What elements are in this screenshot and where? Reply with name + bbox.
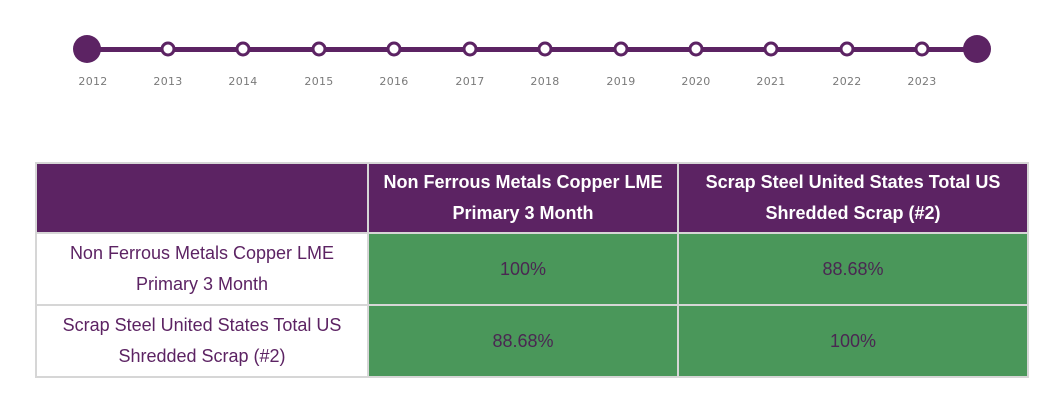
timeline-node-2020[interactable] <box>688 41 704 57</box>
correlation-cell: 88.68% <box>367 304 679 378</box>
year-timeline: 2012 2013 2014 2015 2016 2017 2018 2019 … <box>0 0 1060 100</box>
table-row: Non Ferrous Metals Copper LME Primary 3 … <box>35 232 1029 306</box>
timeline-year-label: 2017 <box>455 75 485 88</box>
corner-header-cell <box>35 162 369 234</box>
timeline-year-label: 2019 <box>606 75 636 88</box>
row-header-scrap-steel: Scrap Steel United States Total US Shred… <box>35 304 369 378</box>
timeline-node-2019[interactable] <box>613 41 629 57</box>
timeline-year-label: 2015 <box>304 75 334 88</box>
timeline-node-2015[interactable] <box>311 41 327 57</box>
timeline-year-label: 2021 <box>756 75 786 88</box>
timeline-year-label: 2020 <box>681 75 711 88</box>
timeline-track <box>87 47 977 52</box>
timeline-year-label: 2013 <box>153 75 183 88</box>
correlation-cell: 88.68% <box>677 232 1029 306</box>
correlation-cell: 100% <box>367 232 679 306</box>
timeline-node-2022[interactable] <box>839 41 855 57</box>
timeline-node-2016[interactable] <box>386 41 402 57</box>
timeline-node-2014[interactable] <box>235 41 251 57</box>
table-header-row: Non Ferrous Metals Copper LME Primary 3 … <box>35 162 1029 234</box>
timeline-node-2013[interactable] <box>160 41 176 57</box>
table-row: Scrap Steel United States Total US Shred… <box>35 304 1029 378</box>
timeline-year-label: 2016 <box>379 75 409 88</box>
timeline-year-label: 2023 <box>907 75 937 88</box>
timeline-end-handle[interactable] <box>963 35 991 63</box>
column-header-copper: Non Ferrous Metals Copper LME Primary 3 … <box>367 162 679 234</box>
correlation-table: Non Ferrous Metals Copper LME Primary 3 … <box>35 162 1029 378</box>
timeline-node-2023[interactable] <box>914 41 930 57</box>
timeline-node-2017[interactable] <box>462 41 478 57</box>
timeline-year-label: 2022 <box>832 75 862 88</box>
timeline-node-2021[interactable] <box>763 41 779 57</box>
timeline-year-label: 2014 <box>228 75 258 88</box>
row-header-copper: Non Ferrous Metals Copper LME Primary 3 … <box>35 232 369 306</box>
correlation-cell: 100% <box>677 304 1029 378</box>
timeline-year-label: 2018 <box>530 75 560 88</box>
column-header-scrap-steel: Scrap Steel United States Total US Shred… <box>677 162 1029 234</box>
timeline-year-label: 2012 <box>78 75 108 88</box>
timeline-start-handle[interactable] <box>73 35 101 63</box>
timeline-node-2018[interactable] <box>537 41 553 57</box>
